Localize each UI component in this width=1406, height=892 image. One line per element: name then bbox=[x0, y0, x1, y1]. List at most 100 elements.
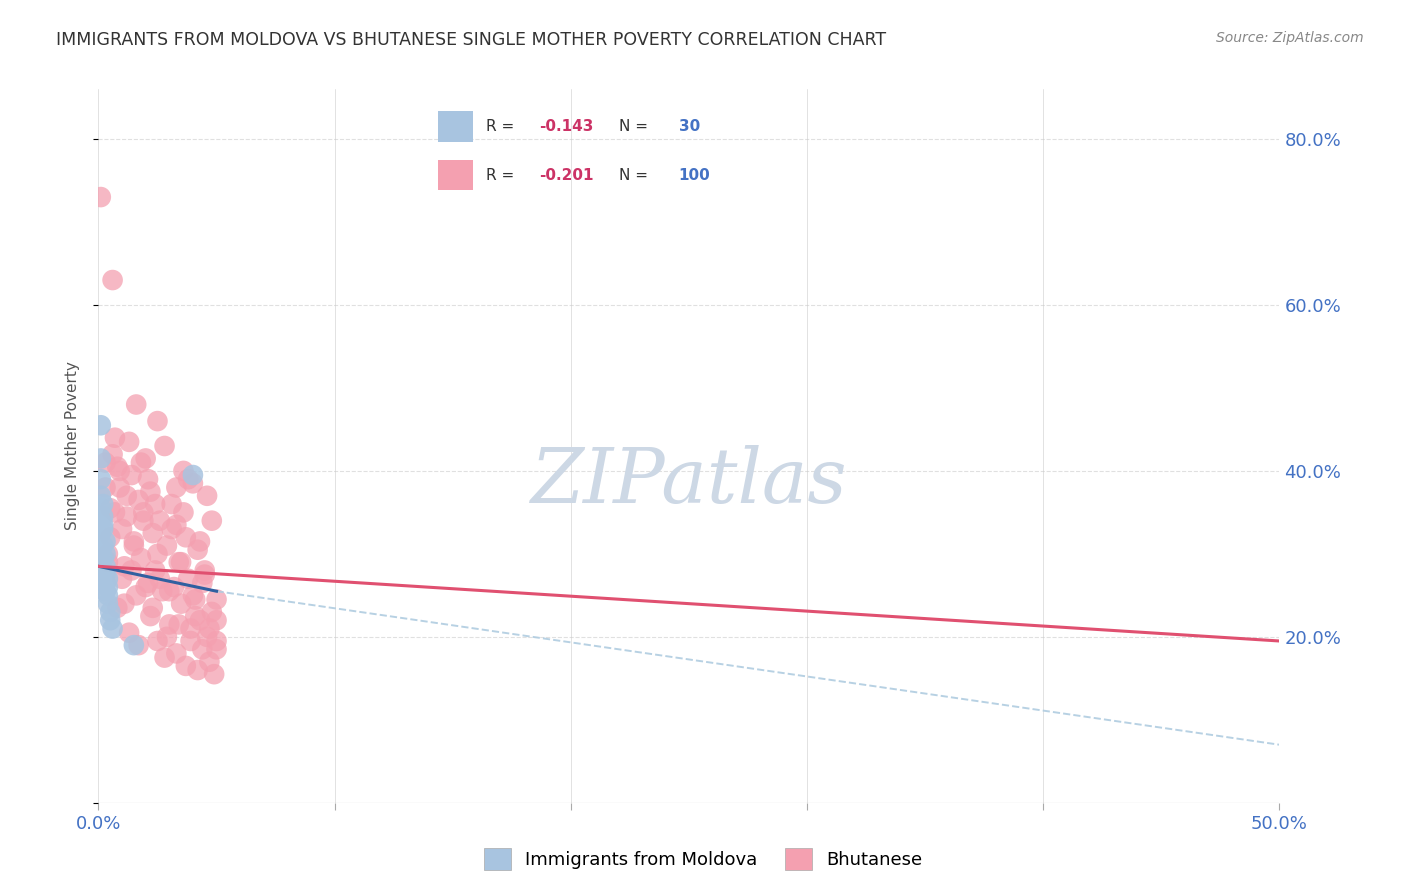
Point bbox=[198, 622, 221, 636]
Point bbox=[177, 572, 200, 586]
Point bbox=[91, 497, 114, 511]
Text: -0.201: -0.201 bbox=[540, 168, 595, 183]
Point bbox=[101, 622, 124, 636]
Point bbox=[104, 431, 127, 445]
Point bbox=[157, 584, 180, 599]
Point bbox=[94, 481, 117, 495]
Point bbox=[98, 501, 121, 516]
Point bbox=[111, 522, 134, 536]
Point bbox=[118, 434, 141, 449]
Point bbox=[180, 634, 202, 648]
Point bbox=[91, 509, 114, 524]
Point bbox=[91, 551, 114, 566]
Point bbox=[201, 514, 224, 528]
Point bbox=[105, 459, 128, 474]
Point bbox=[180, 622, 202, 636]
Point bbox=[174, 530, 197, 544]
Text: ZIPatlas: ZIPatlas bbox=[530, 445, 848, 518]
Point bbox=[91, 517, 114, 532]
Point bbox=[132, 505, 155, 519]
Point bbox=[112, 559, 135, 574]
Point bbox=[153, 439, 176, 453]
Point bbox=[172, 505, 194, 519]
Point bbox=[97, 555, 120, 569]
Point bbox=[181, 468, 204, 483]
Point bbox=[205, 592, 228, 607]
Point bbox=[160, 522, 183, 536]
Point bbox=[90, 190, 112, 204]
Point bbox=[98, 613, 121, 627]
Text: 30: 30 bbox=[679, 120, 700, 135]
Point bbox=[94, 559, 117, 574]
Point bbox=[205, 613, 228, 627]
Point bbox=[90, 489, 112, 503]
Point bbox=[163, 580, 186, 594]
Text: N =: N = bbox=[619, 120, 652, 135]
Point bbox=[90, 418, 112, 433]
Point bbox=[98, 605, 121, 619]
Point bbox=[108, 464, 131, 478]
Point bbox=[142, 600, 165, 615]
Point bbox=[90, 451, 112, 466]
FancyBboxPatch shape bbox=[439, 160, 472, 190]
Point bbox=[156, 630, 179, 644]
Text: R =: R = bbox=[486, 120, 519, 135]
Point bbox=[181, 476, 204, 491]
Point bbox=[167, 555, 190, 569]
Point bbox=[94, 584, 117, 599]
Point bbox=[188, 613, 211, 627]
Point bbox=[143, 564, 166, 578]
Point bbox=[135, 451, 157, 466]
Point bbox=[129, 551, 152, 566]
Point bbox=[167, 617, 190, 632]
Point bbox=[94, 575, 117, 590]
Point bbox=[121, 564, 143, 578]
Point bbox=[142, 526, 165, 541]
Point bbox=[97, 597, 120, 611]
Point bbox=[90, 472, 112, 486]
Point bbox=[191, 575, 214, 590]
Point bbox=[118, 625, 141, 640]
Point bbox=[160, 497, 183, 511]
Point bbox=[128, 492, 150, 507]
Point bbox=[156, 539, 179, 553]
Point bbox=[97, 547, 120, 561]
Legend: Immigrants from Moldova, Bhutanese: Immigrants from Moldova, Bhutanese bbox=[477, 840, 929, 877]
Point bbox=[188, 534, 211, 549]
Point bbox=[94, 534, 117, 549]
Point bbox=[184, 609, 207, 624]
Point bbox=[165, 647, 187, 661]
Point bbox=[91, 522, 114, 536]
Point bbox=[146, 414, 169, 428]
Point bbox=[94, 547, 117, 561]
Text: N =: N = bbox=[619, 168, 652, 183]
Point bbox=[115, 509, 138, 524]
Point bbox=[90, 542, 112, 557]
Point bbox=[91, 539, 114, 553]
Point bbox=[91, 564, 114, 578]
Point bbox=[165, 517, 187, 532]
Text: 100: 100 bbox=[679, 168, 710, 183]
Point bbox=[157, 617, 180, 632]
Point bbox=[115, 489, 138, 503]
Point bbox=[90, 514, 112, 528]
Point bbox=[198, 655, 221, 669]
Point bbox=[149, 572, 172, 586]
Point bbox=[135, 580, 157, 594]
Point bbox=[101, 447, 124, 461]
Point bbox=[97, 580, 120, 594]
Point bbox=[191, 642, 214, 657]
Point bbox=[97, 572, 120, 586]
Text: -0.143: -0.143 bbox=[540, 120, 593, 135]
Point bbox=[94, 567, 117, 582]
Point bbox=[174, 659, 197, 673]
Point bbox=[149, 514, 172, 528]
Point bbox=[194, 564, 217, 578]
Point bbox=[139, 484, 162, 499]
Point bbox=[94, 456, 117, 470]
Point bbox=[122, 638, 145, 652]
Point bbox=[184, 592, 207, 607]
Point bbox=[101, 273, 124, 287]
Point bbox=[122, 534, 145, 549]
Point bbox=[146, 547, 169, 561]
